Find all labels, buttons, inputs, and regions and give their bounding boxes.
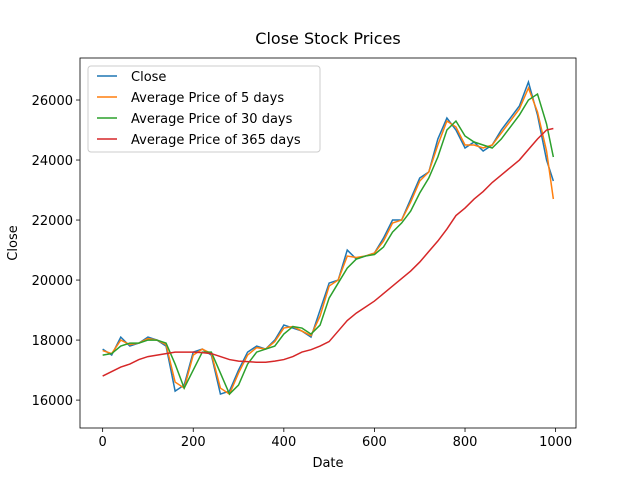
legend-label: Average Price of 30 days	[131, 112, 293, 127]
x-tick-label: 400	[271, 435, 296, 450]
series-line	[102, 79, 555, 396]
series-line	[102, 92, 555, 396]
x-tick-label: 1000	[539, 435, 572, 450]
plot-frame	[79, 57, 577, 429]
y-tick-label: 18000	[32, 334, 73, 349]
y-tick-label: 16000	[32, 394, 73, 409]
legend-label: Average Price of 5 days	[131, 91, 284, 106]
legend-label: Close	[131, 70, 166, 85]
y-tick-label: 24000	[32, 154, 73, 169]
legend: Close Average Price of 5 days Average Pric…	[87, 65, 321, 153]
series-line	[102, 127, 554, 377]
y-tick-label: 20000	[32, 274, 73, 289]
x-tick-label: 600	[362, 435, 387, 450]
x-tick-label: 200	[181, 435, 206, 450]
x-axis-label: Date	[312, 456, 343, 471]
legend-label: Average Price of 365 days	[131, 133, 301, 148]
x-tick-label: 0	[99, 435, 107, 450]
series-line	[102, 86, 555, 396]
chart-title: Close Stock Prices	[255, 29, 400, 48]
y-tick-label: 26000	[32, 94, 73, 109]
legend-box	[87, 65, 321, 153]
x-tick-label: 800	[453, 435, 478, 450]
y-axis-label: Close	[6, 225, 21, 260]
y-tick-label: 22000	[32, 214, 73, 229]
